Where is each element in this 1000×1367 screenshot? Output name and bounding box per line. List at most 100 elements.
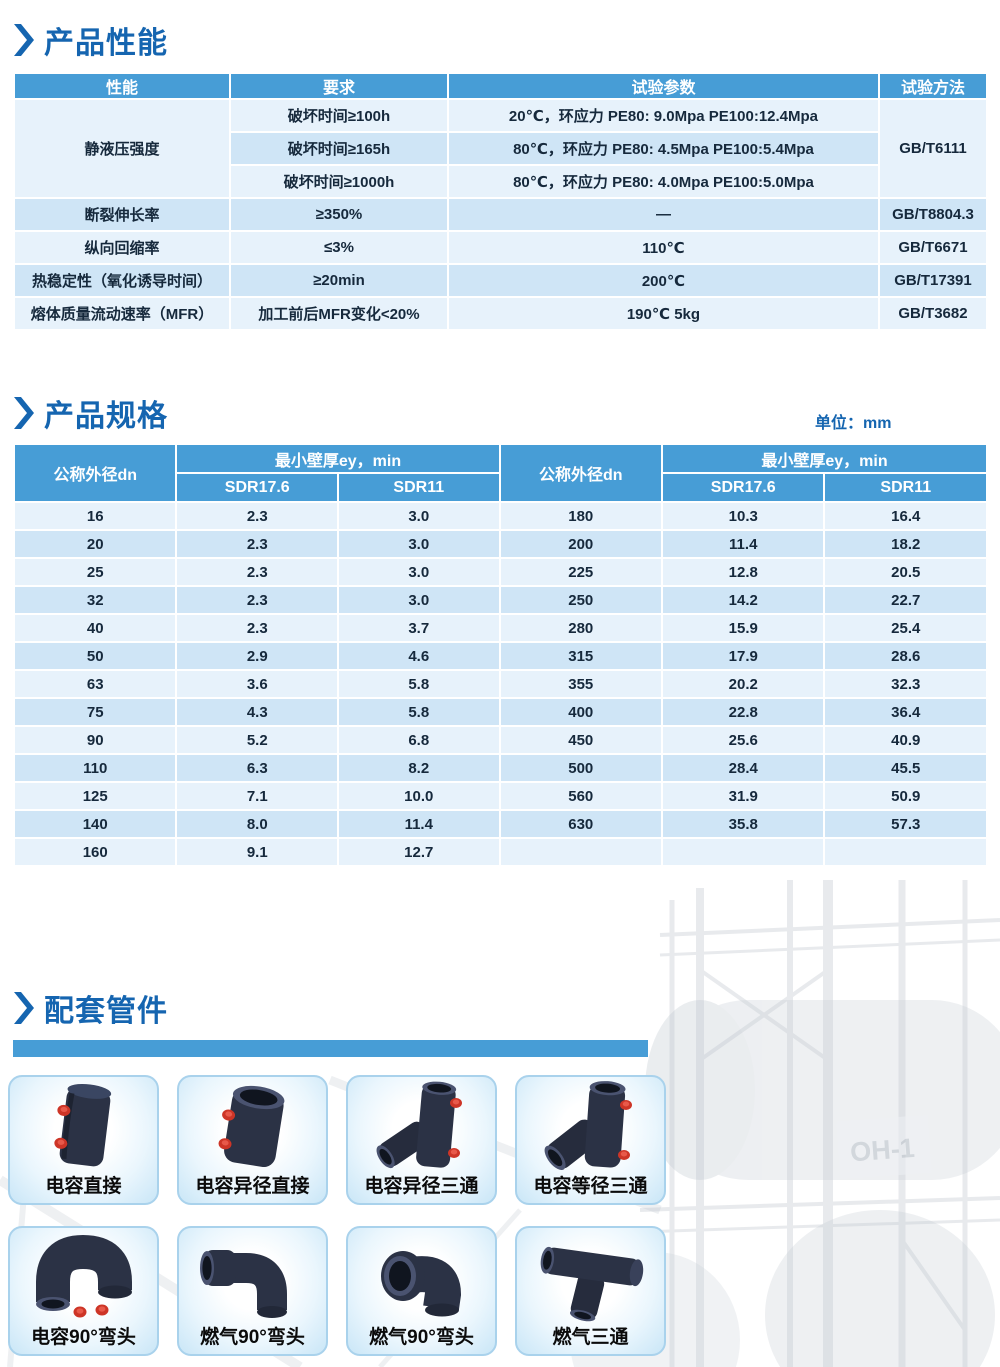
section-title-text: 产品性能	[44, 27, 168, 60]
spec-cell: 28.6	[823, 641, 988, 671]
fitting-card-ef-equal-tee: 电容等径三通	[515, 1075, 666, 1205]
requirement-cell: ≥350%	[229, 197, 449, 232]
spec-cell: 57.3	[823, 809, 988, 839]
property-cell: 热稳定性（氧化诱导时间）	[13, 263, 231, 298]
chevron-icon	[14, 397, 34, 429]
spec-cell: 20.2	[660, 669, 826, 699]
parameter-cell: 20℃，环应力 PE80: 9.0Mpa PE100:12.4Mpa	[446, 98, 880, 133]
spec-cell: 8.0	[175, 809, 339, 839]
spec-cell: 500	[498, 753, 664, 783]
parameter-cell: 80℃，环应力 PE80: 4.5Mpa PE100:5.4Mpa	[446, 131, 880, 166]
spec-cell: 31.9	[660, 781, 826, 811]
spec-cell: 315	[498, 641, 664, 671]
tank-shape	[645, 1000, 1000, 1180]
fittings-row-1: 电容直接 电容异径直接	[8, 1075, 666, 1205]
fitting-label: 电容直接	[45, 1176, 122, 1197]
table-row: 75 4.3 5.8 400 22.8 36.4	[12, 697, 988, 727]
spec-cell: 3.0	[337, 501, 501, 531]
spec-cell: 2.3	[175, 557, 339, 587]
section-title-performance: 产品性能	[14, 18, 168, 62]
spec-cell: 6.8	[337, 725, 501, 755]
spec-cell: 3.0	[337, 557, 501, 587]
table-row: 静液压强度 破坏时间≥100h 20℃，环应力 PE80: 9.0Mpa PE1…	[13, 98, 989, 199]
spec-cell: 2.3	[175, 501, 339, 531]
spec-cell: 25.4	[823, 613, 988, 643]
property-cell: 断裂伸长率	[13, 197, 231, 232]
section-title-specs: 产品规格	[14, 391, 168, 435]
spec-cell: 6.3	[175, 753, 339, 783]
spec-cell: 3.6	[175, 669, 339, 699]
fitting-card-gas-tee: 燃气三通	[515, 1226, 666, 1356]
spec-cell: 4.6	[337, 641, 501, 671]
fitting-label: 燃气三通	[552, 1327, 629, 1348]
col-header-dn: 公称外径dn	[12, 443, 178, 503]
table-row: 热稳定性（氧化诱导时间） ≥20min 200℃ GB/T17391	[13, 263, 989, 298]
spec-cell: 12.7	[337, 837, 501, 867]
spec-cell: 7.1	[175, 781, 339, 811]
section-title-text: 配套管件	[44, 995, 168, 1028]
col-header-requirement: 要求	[229, 72, 449, 100]
spec-table: 公称外径dn 最小壁厚ey，min 公称外径dn 最小壁厚ey，min SDR1…	[12, 443, 988, 867]
section-title-fittings: 配套管件	[14, 986, 168, 1030]
chevron-icon	[14, 24, 34, 56]
requirement-cell: ≥20min	[229, 263, 449, 298]
spec-cell: 63	[12, 669, 178, 699]
spec-cell: 17.9	[660, 641, 826, 671]
unit-label: 单位：mm	[815, 415, 892, 432]
method-cell: GB/T6111	[877, 98, 989, 199]
spec-cell: 2.3	[175, 529, 339, 559]
fitting-card-gas-elbow-1: 燃气90°弯头	[177, 1226, 328, 1356]
performance-header-row: 性能 要求 试验参数 试验方法	[13, 72, 989, 100]
spec-cell: 12.8	[660, 557, 826, 587]
col-header-sdr176: SDR17.6	[660, 472, 826, 503]
spec-cell: 50.9	[823, 781, 988, 811]
spec-cell: 4.3	[175, 697, 339, 727]
col-header-wall: 最小壁厚ey，min	[661, 443, 988, 474]
fittings-row-2: 电容90°弯头 燃气90°弯头 燃气90°弯头	[8, 1226, 666, 1356]
ef-reducing-tee-image	[376, 1081, 462, 1169]
table-row: 110 6.3 8.2 500 28.4 45.5	[12, 753, 988, 783]
requirement-cell: 加工前后MFR变化<20%	[229, 296, 449, 331]
spec-cell: 28.4	[660, 753, 826, 783]
col-header-sdr176: SDR17.6	[175, 472, 339, 503]
col-header-sdr11: SDR11	[823, 472, 988, 503]
spec-cell: 14.2	[660, 585, 826, 615]
fitting-card-ef-reducing-coupling: 电容异径直接	[177, 1075, 328, 1205]
spec-cell: 3.0	[337, 585, 501, 615]
requirement-cell: 破坏时间≥100h	[229, 98, 449, 133]
fitting-label: 电容90°弯头	[31, 1327, 136, 1348]
method-cell: GB/T17391	[877, 263, 989, 298]
spec-cell: 3.7	[337, 613, 501, 643]
fitting-label: 电容异径三通	[364, 1176, 479, 1197]
spec-cell: 5.8	[337, 697, 501, 727]
spec-cell: 5.2	[175, 725, 339, 755]
spec-cell: 11.4	[660, 529, 826, 559]
spec-cell: 2.3	[175, 613, 339, 643]
table-row: 63 3.6 5.8 355 20.2 32.3	[12, 669, 988, 699]
spec-cell: 200	[498, 529, 664, 559]
parameter-cell: 80℃，环应力 PE80: 4.0Mpa PE100:5.0Mpa	[446, 164, 880, 199]
spec-cell: 22.7	[823, 585, 988, 615]
col-header-sdr11: SDR11	[337, 472, 501, 503]
col-header-test-method: 试验方法	[877, 72, 989, 100]
gas-tee-image	[540, 1246, 643, 1322]
gas-elbow-image	[199, 1250, 287, 1318]
spec-cell: 15.9	[660, 613, 826, 643]
spec-cell: 25	[12, 557, 178, 587]
spec-cell	[660, 837, 826, 867]
fitting-label: 电容等径三通	[533, 1176, 648, 1197]
ef-elbow-image	[35, 1234, 132, 1318]
spec-cell: 18.2	[823, 529, 988, 559]
property-cell: 纵向回缩率	[13, 230, 231, 265]
fitting-card-ef-reducing-tee: 电容异径三通	[346, 1075, 497, 1205]
spec-cell: 45.5	[823, 753, 988, 783]
table-row: 90 5.2 6.8 450 25.6 40.9	[12, 725, 988, 755]
fitting-card-ef-coupling: 电容直接	[8, 1075, 159, 1205]
parameter-cell: 190℃ 5kg	[446, 296, 880, 331]
method-cell: GB/T8804.3	[877, 197, 989, 232]
spec-cell: 630	[498, 809, 664, 839]
table-row: 140 8.0 11.4 630 35.8 57.3	[12, 809, 988, 839]
fitting-card-ef-elbow: 电容90°弯头	[8, 1226, 159, 1356]
section-divider-bar	[13, 1040, 648, 1057]
